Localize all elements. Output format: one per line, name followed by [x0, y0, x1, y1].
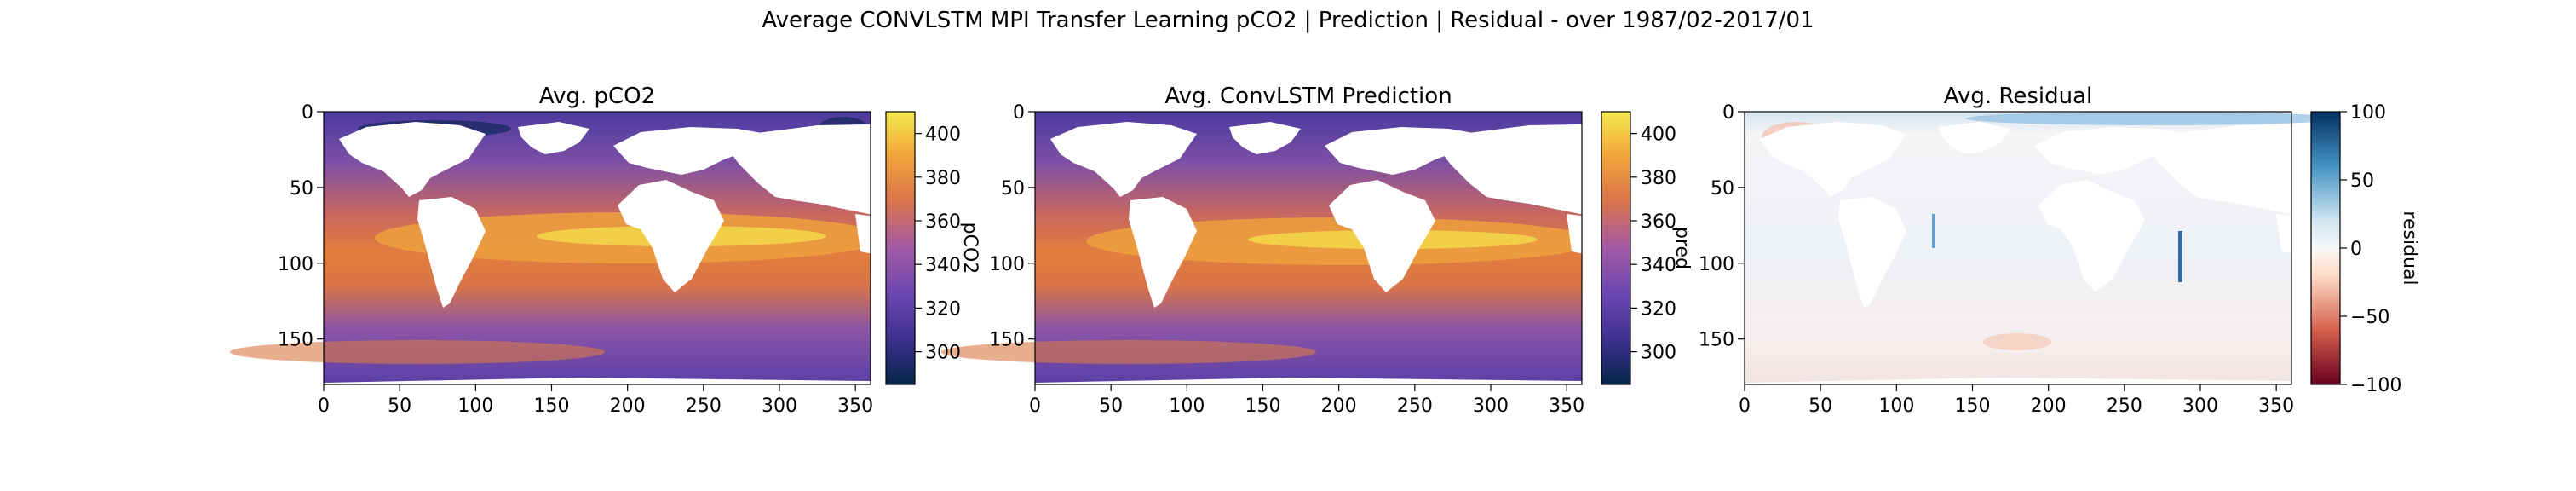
- colorbar-tick-label: 340: [925, 255, 961, 276]
- y-tick-label: 50: [1711, 178, 1734, 199]
- x-tick-label: 0: [318, 396, 330, 417]
- x-tick-label: 50: [388, 396, 411, 417]
- axes-observed: 0 50 100 150 200 250 300 350 0 50 100 150: [278, 102, 873, 417]
- x-tick-label: 300: [2182, 396, 2218, 417]
- panel-title: Avg. Residual: [1944, 84, 2092, 109]
- x-tick-label: 50: [1099, 396, 1123, 417]
- x-tick-label: 150: [1955, 396, 1991, 417]
- y-tick-label: 50: [290, 178, 313, 199]
- y-tick-label: 100: [278, 254, 313, 275]
- heatmap-image: [941, 111, 2262, 401]
- colorbar-tick-label: 380: [925, 168, 961, 189]
- panel-prediction: Avg. ConvLSTM Prediction: [941, 84, 2262, 401]
- colorbar-label: pCO2: [959, 222, 980, 274]
- y-tick-label: 100: [1699, 254, 1734, 275]
- suptitle: Average CONVLSTM MPI Transfer Learning p…: [762, 8, 1814, 33]
- colorbar-tick-label: 400: [925, 124, 961, 146]
- x-tick-label: 250: [2107, 396, 2142, 417]
- y-tick-label: 100: [989, 254, 1025, 275]
- x-tick-label: 50: [1808, 396, 1832, 417]
- colorbar-tick-label: 340: [1641, 255, 1676, 276]
- x-tick-label: 100: [1878, 396, 1914, 417]
- x-tick-label: 300: [762, 396, 797, 417]
- heatmap-image: [1744, 111, 2576, 401]
- colorbar-label: pred: [1671, 227, 1693, 269]
- x-tick-label: 350: [2258, 396, 2294, 417]
- axes-residual: 0 50 100 150 200 250 300 350 0 50 100 150: [1699, 102, 2294, 417]
- x-tick-label: 100: [457, 396, 493, 417]
- y-tick-label: 0: [1013, 102, 1025, 124]
- x-tick-label: 200: [1321, 396, 1357, 417]
- colorbar-tick-label: 50: [2350, 170, 2374, 192]
- colorbar-prediction: 300 320 340 360 380 400 pred: [1601, 111, 1693, 385]
- colorbar-label: residual: [2399, 211, 2420, 285]
- colorbar-residual: 100 50 0 −50 −100 residual: [2310, 102, 2420, 396]
- colorbar-tick-label: 300: [1641, 343, 1676, 364]
- x-tick-label: 100: [1169, 396, 1205, 417]
- x-tick-label: 150: [534, 396, 570, 417]
- colorbar-tick-label: 300: [925, 343, 961, 364]
- panel-title: Avg. ConvLSTM Prediction: [1164, 84, 1452, 109]
- y-tick-label: 0: [1722, 102, 1734, 124]
- colorbar-tick-label: −50: [2350, 307, 2389, 328]
- colorbar-gradient: [1601, 111, 1631, 385]
- panel-residual: Avg. Residual: [1744, 84, 2576, 401]
- colorbar-tick-label: 320: [925, 298, 961, 320]
- y-tick-label: 150: [1699, 330, 1734, 351]
- x-tick-label: 200: [2031, 396, 2067, 417]
- panel-title: Avg. pCO2: [539, 84, 655, 109]
- colorbar-tick-label: 360: [925, 211, 961, 233]
- x-tick-label: 350: [837, 396, 873, 417]
- x-tick-label: 0: [1029, 396, 1041, 417]
- colorbar-tick-label: 320: [1641, 298, 1676, 320]
- colorbar-tick-label: 400: [1641, 124, 1676, 146]
- y-tick-label: 0: [302, 102, 313, 124]
- colorbar-gradient: [885, 111, 916, 385]
- x-tick-label: 0: [1739, 396, 1751, 417]
- x-tick-label: 300: [1473, 396, 1509, 417]
- y-tick-label: 150: [989, 330, 1025, 351]
- x-tick-label: 350: [1549, 396, 1584, 417]
- colorbar-tick-label: 360: [1641, 211, 1676, 233]
- colorbar-tick-label: 380: [1641, 168, 1676, 189]
- axes-prediction: 0 50 100 150 200 250 300 350 0 50 100 150: [989, 102, 1584, 417]
- x-tick-label: 250: [1397, 396, 1433, 417]
- y-tick-label: 50: [1001, 178, 1025, 199]
- panel-observed: Avg. pCO2: [230, 84, 1550, 401]
- colorbar-observed: 300 320 340 360 380 400 pCO2: [885, 111, 980, 385]
- colorbar-tick-label: −100: [2350, 375, 2401, 396]
- x-tick-label: 150: [1245, 396, 1281, 417]
- heatmap-image: [230, 111, 1550, 401]
- y-tick-label: 150: [278, 330, 313, 351]
- x-tick-label: 200: [610, 396, 646, 417]
- colorbar-tick-label: 100: [2350, 102, 2386, 124]
- colorbar-gradient: [2310, 111, 2341, 385]
- colorbar-tick-label: 0: [2350, 239, 2362, 260]
- x-tick-label: 250: [686, 396, 722, 417]
